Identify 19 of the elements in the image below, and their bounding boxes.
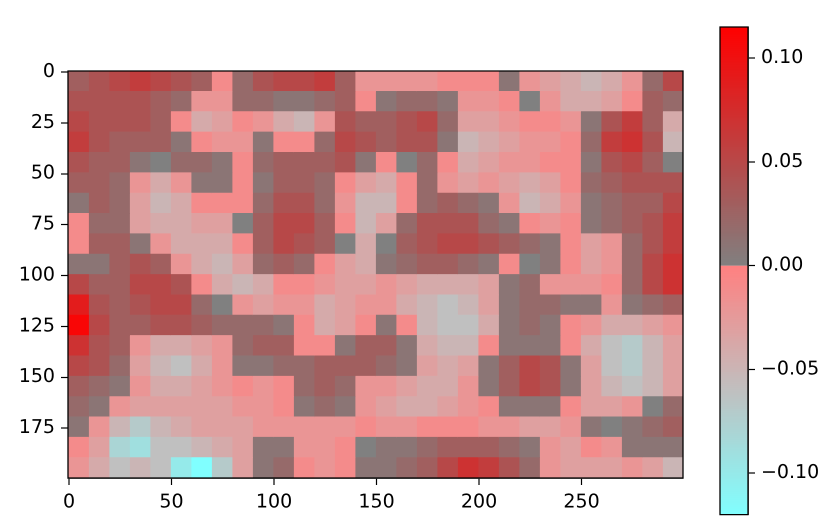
x-tick-label: 0 [62, 490, 76, 512]
x-tick-label: 150 [358, 490, 395, 512]
y-tick-label: 75 [30, 212, 55, 235]
x-tick-label: 100 [256, 490, 292, 512]
y-tick-label: 25 [30, 110, 55, 133]
y-tick-label: 50 [30, 162, 55, 184]
color-bar-label: 0.05 [761, 150, 804, 172]
color-bar-label: −0.10 [761, 461, 820, 484]
x-tick-label: 250 [563, 490, 600, 512]
y-tick-label: 175 [18, 416, 55, 438]
y-tick-label: 150 [18, 365, 55, 388]
y-tick-label: 100 [18, 263, 55, 286]
y-tick-label: 125 [18, 314, 55, 336]
color-bar-label: 0.00 [761, 254, 804, 276]
y-tick-label: 0 [42, 60, 55, 82]
color-bar-label: −0.05 [761, 357, 820, 380]
x-tick-label: 200 [460, 490, 498, 512]
color-bar-label: 0.10 [761, 46, 804, 68]
x-tick-label: 50 [159, 490, 184, 512]
